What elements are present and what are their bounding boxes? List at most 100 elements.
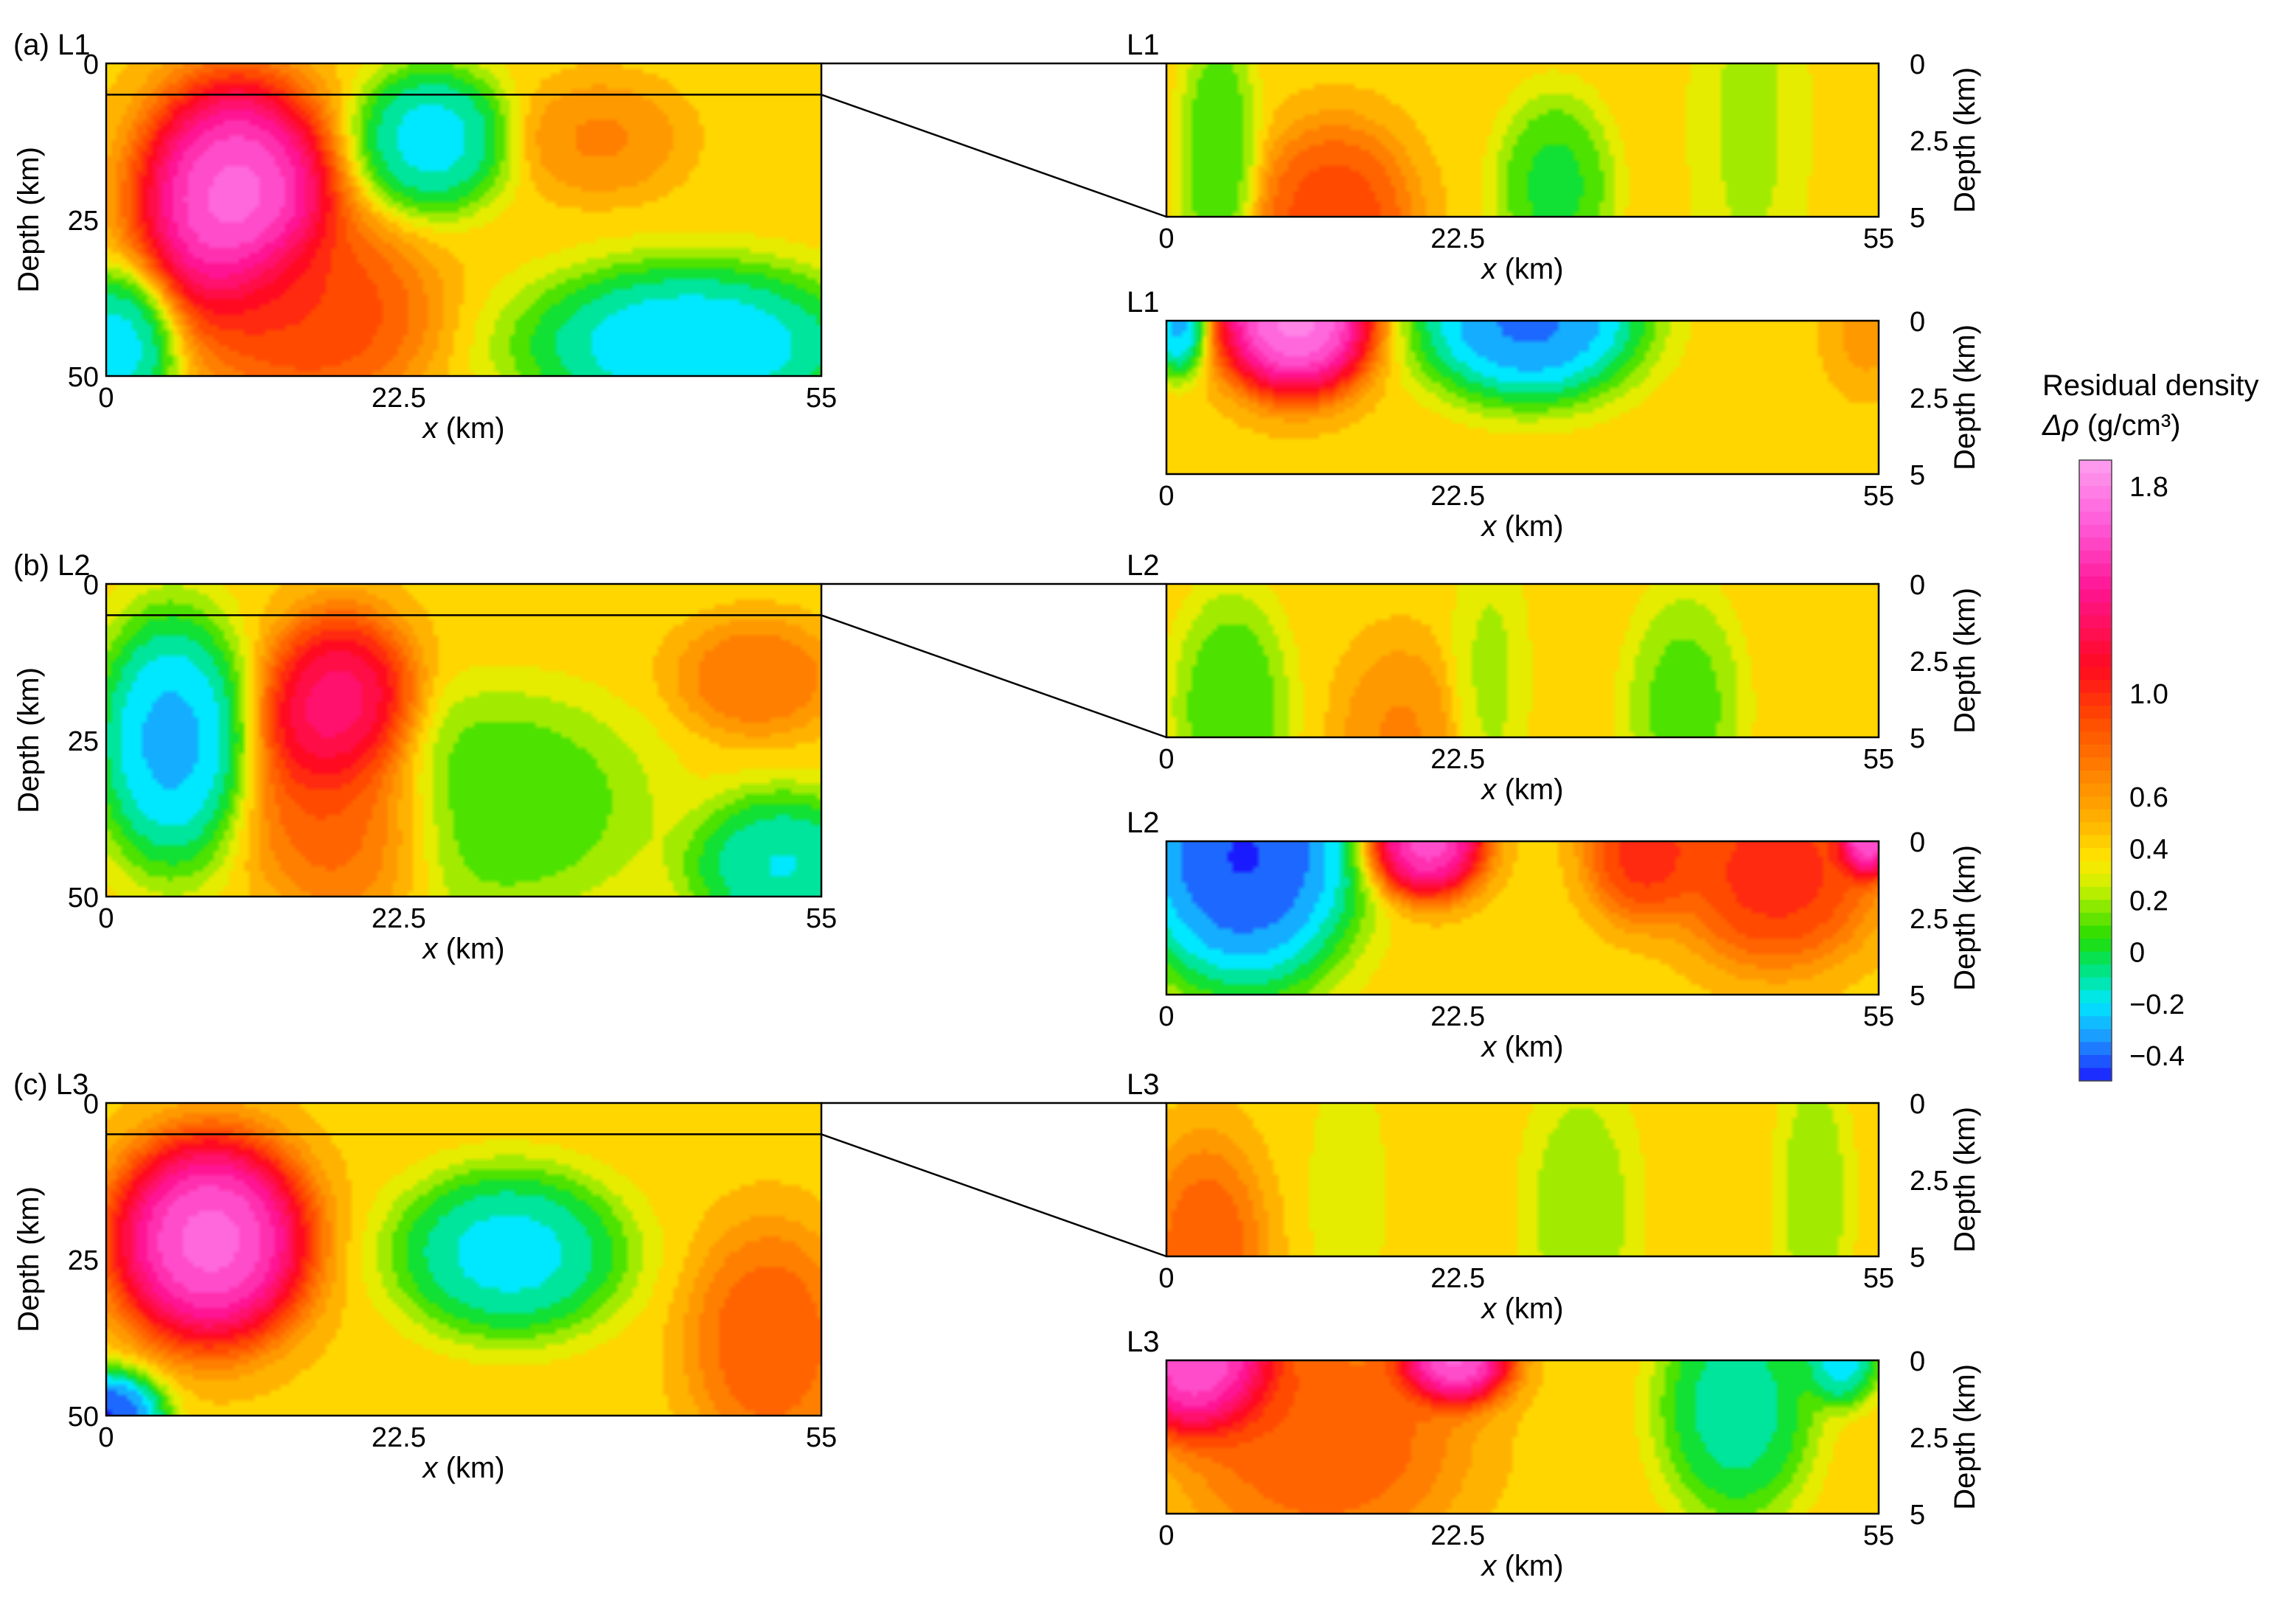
colorbar-band: [2079, 718, 2112, 732]
colorbar-band: [2079, 498, 2112, 512]
zoom-connector-bottom: [821, 1133, 1167, 1258]
panel-label: L3: [1127, 1326, 1160, 1358]
x-tick-label: 22.5: [1430, 481, 1485, 512]
y-tick-label: 0: [1910, 307, 1925, 338]
colorbar-tick-label: 0: [2129, 938, 2145, 969]
colorbar-band: [2079, 835, 2112, 849]
x-tick-label: 22.5: [372, 383, 426, 414]
y-tick-label: 25: [68, 726, 99, 757]
y-tick-label: 2.5: [1910, 1166, 1949, 1197]
plot-frame: [1165, 1359, 1880, 1515]
heatmap-panel-8: 0 22.5 55 x (km) 0 2.5 5 Depth (km) L3: [1127, 1068, 1981, 1325]
colorbar-tick-label: 1.8: [2129, 472, 2168, 503]
colorbar-band: [2079, 641, 2112, 655]
x-tick-label: 55: [806, 903, 837, 934]
y-tick-label: 0: [1910, 49, 1925, 80]
heatmap-panel-1: 0 22.5 55 x (km) 0 25 50 Depth (km) (a) L1: [13, 29, 1167, 445]
colorbar-band: [2079, 667, 2112, 681]
plot-frame: [1165, 582, 1880, 739]
colorbar-band: [2079, 964, 2112, 978]
y-tick-label: 25: [68, 206, 99, 237]
y-tick-label: 5: [1910, 1242, 1925, 1273]
heatmap-field: [1166, 321, 1879, 474]
x-tick-label: 55: [1863, 1520, 1894, 1551]
y-tick-label: 2.5: [1910, 1423, 1949, 1454]
heatmap-field: [106, 1103, 821, 1416]
colorbar-band: [2079, 615, 2112, 629]
colorbar-band: [2079, 654, 2112, 668]
y-tick-label: 0: [83, 570, 99, 601]
x-tick-label: 0: [1158, 744, 1174, 775]
y-tick-label: 2.5: [1910, 383, 1949, 414]
panel-label: (a) L1: [13, 29, 91, 61]
heatmap-field: [1166, 1103, 1879, 1256]
x-tick-label: 0: [1158, 1001, 1174, 1032]
x-tick-label: 0: [98, 383, 114, 414]
colorbar-band: [2079, 1042, 2112, 1056]
x-axis-label: x (km): [1480, 1550, 1563, 1582]
colorbar-band: [2079, 874, 2112, 888]
y-tick-label: 50: [68, 883, 99, 914]
colorbar-band: [2079, 886, 2112, 901]
heatmap-field: [1166, 63, 1879, 217]
y-axis-label: Depth (km): [1949, 324, 1981, 470]
x-tick-label: 55: [1863, 223, 1894, 254]
x-axis-label: x (km): [1480, 1292, 1563, 1325]
y-tick-label: 5: [1910, 1500, 1925, 1531]
colorbar-band: [2079, 977, 2112, 991]
colorbar-band: [2079, 1068, 2112, 1082]
y-axis-label: Depth (km): [13, 1186, 45, 1332]
y-tick-label: 50: [68, 362, 99, 393]
heatmap-panel-4: 0 22.5 55 x (km) 0 25 50 Depth (km) (b) L2: [13, 549, 1167, 965]
x-axis-label: x (km): [1480, 510, 1563, 543]
panel-label: (c) L3: [13, 1068, 88, 1101]
y-axis-label: Depth (km): [1949, 1364, 1981, 1510]
x-tick-label: 55: [806, 1422, 837, 1453]
plot-frame: [105, 62, 823, 377]
heatmap-field: [106, 63, 821, 376]
x-tick-label: 0: [1158, 1520, 1174, 1551]
colorbar-band: [2079, 925, 2112, 939]
colorbar-band: [2079, 680, 2112, 694]
plot-frame: [105, 1102, 823, 1417]
panel-label: (b) L2: [13, 549, 91, 582]
y-tick-label: 5: [1910, 981, 1925, 1012]
y-tick-label: 0: [1910, 1089, 1925, 1120]
y-tick-label: 0: [1910, 1346, 1925, 1377]
colorbar-band: [2079, 951, 2112, 965]
zoom-connector-bottom: [821, 614, 1167, 739]
colorbar-band: [2079, 473, 2112, 487]
y-axis-label: Depth (km): [1949, 1107, 1981, 1253]
x-tick-label: 22.5: [1430, 223, 1485, 254]
x-tick-label: 0: [1158, 481, 1174, 512]
colorbar: 1.8 1.0 0.6 0.4 0.2 0 −0.2 −0.4 Residual density…: [2042, 369, 2259, 1082]
x-tick-label: 0: [1158, 223, 1174, 254]
colorbar-band: [2079, 990, 2112, 1004]
y-tick-label: 2.5: [1910, 904, 1949, 935]
x-tick-label: 22.5: [372, 1422, 426, 1453]
colorbar-band: [2079, 512, 2112, 526]
x-tick-label: 22.5: [1430, 1001, 1485, 1032]
colorbar-band: [2079, 486, 2112, 500]
colorbar-tick-label: 0.2: [2129, 886, 2168, 916]
x-tick-label: 55: [1863, 1263, 1894, 1294]
heatmap-field: [1166, 584, 1879, 737]
heatmap-field: [1166, 841, 1879, 995]
colorbar-band: [2079, 744, 2112, 759]
heatmap-panel-7: 0 22.5 55 x (km) 0 25 50 Depth (km) (c) L3: [13, 1068, 1167, 1484]
x-tick-label: 0: [98, 903, 114, 934]
colorbar-band: [2079, 912, 2112, 927]
colorbar-band: [2079, 576, 2112, 591]
x-tick-label: 0: [1158, 1263, 1174, 1294]
x-tick-label: 22.5: [1430, 1520, 1485, 1551]
plot-frame: [1165, 319, 1880, 476]
colorbar-band: [2079, 783, 2112, 797]
colorbar-band: [2079, 563, 2112, 577]
y-tick-label: 0: [1910, 827, 1925, 858]
x-axis-label: x (km): [421, 933, 504, 965]
y-tick-label: 0: [83, 49, 99, 80]
plot-frame: [1165, 840, 1880, 996]
colorbar-band: [2079, 628, 2112, 642]
